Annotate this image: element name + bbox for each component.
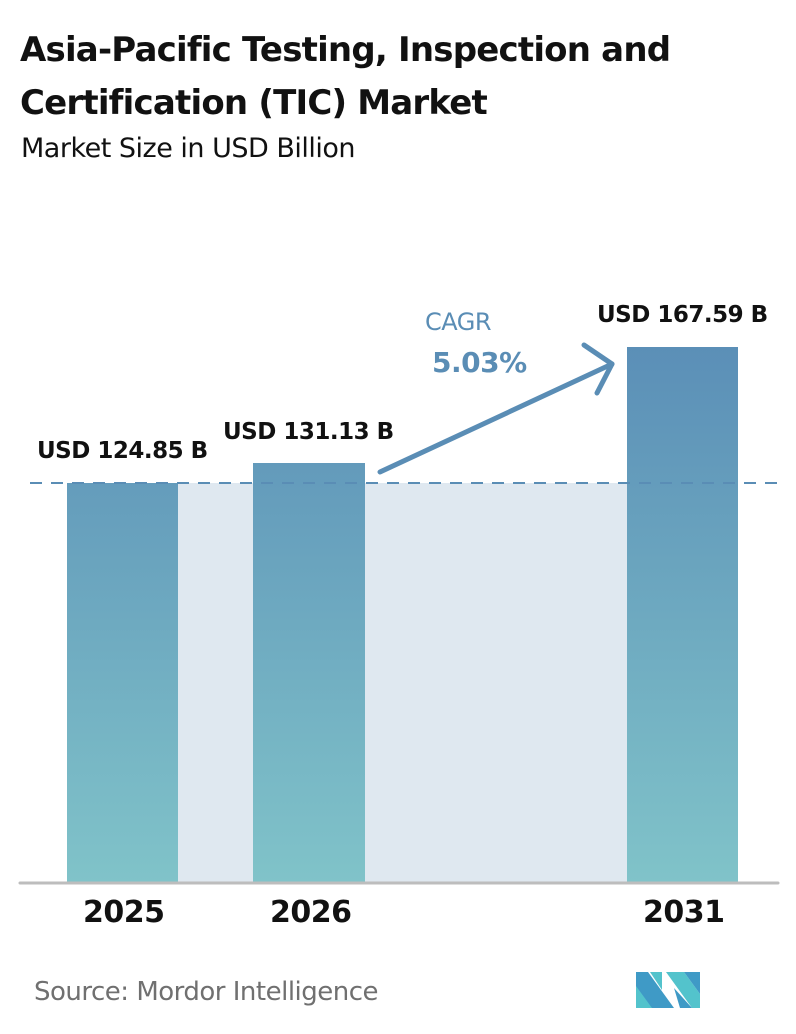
x-tick-2026: 2026 [270, 895, 352, 930]
chart-subtitle: Market Size in USD Billion [21, 133, 356, 164]
bar-label-2025: USD 124.85 B [37, 438, 208, 464]
cagr-arrow-icon [377, 342, 615, 475]
bar-2025 [67, 483, 178, 882]
bar-2031 [627, 347, 738, 882]
cagr-label: CAGR [425, 308, 492, 336]
chart-title: Asia-Pacific Testing, Inspection and Cer… [20, 30, 671, 123]
bar-2026 [253, 463, 365, 882]
x-tick-2025: 2025 [83, 895, 165, 930]
cagr-value: 5.03% [432, 346, 527, 379]
reference-band [67, 483, 738, 882]
bar-label-2031: USD 167.59 B [597, 302, 768, 328]
x-tick-2031: 2031 [643, 895, 725, 930]
mordor-logo-icon [636, 972, 700, 1008]
bar-label-2026: USD 131.13 B [223, 419, 394, 445]
source-text: Source: Mordor Intelligence [34, 977, 379, 1007]
